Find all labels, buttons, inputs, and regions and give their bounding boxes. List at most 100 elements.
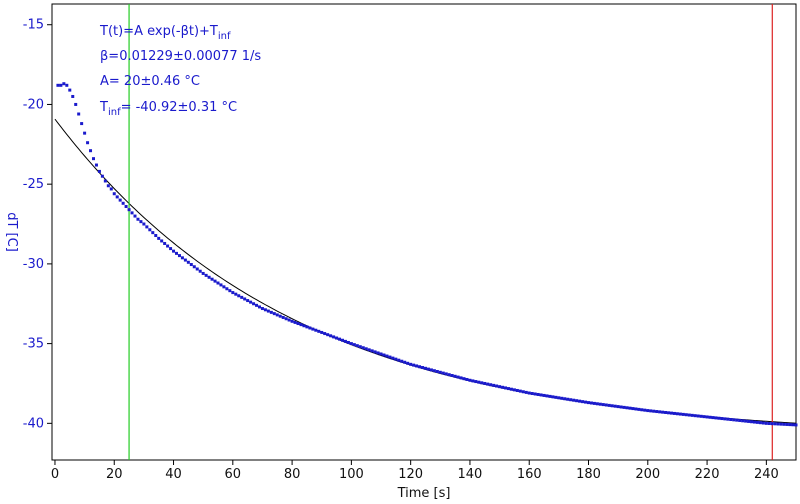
data-point — [655, 410, 659, 414]
data-point — [204, 273, 208, 277]
x-tick-label: 120 — [398, 467, 423, 482]
data-point — [607, 403, 611, 407]
data-point — [527, 391, 531, 395]
data-point — [80, 122, 84, 126]
data-point — [584, 400, 588, 404]
x-tick-label: 200 — [635, 467, 660, 482]
data-point — [477, 380, 481, 384]
data-point — [195, 267, 199, 271]
data-point — [133, 214, 137, 218]
data-point — [699, 414, 703, 418]
data-point — [613, 404, 617, 408]
x-axis-label: Time [s] — [397, 486, 451, 501]
data-point — [631, 407, 635, 411]
data-point — [311, 327, 315, 331]
data-point — [400, 359, 404, 363]
data-point — [228, 289, 232, 293]
data-point — [335, 336, 339, 340]
data-point — [338, 337, 342, 341]
data-point — [352, 343, 356, 347]
data-point — [764, 421, 768, 425]
data-point — [249, 300, 253, 304]
annotations: T(t)=A exp(-βt)+Tinf β=0.01229±0.00077 1/… — [99, 24, 261, 118]
data-point — [554, 395, 558, 399]
data-point — [708, 415, 712, 419]
data-point — [521, 390, 525, 394]
data-point — [103, 179, 107, 183]
data-point — [661, 410, 665, 414]
data-point — [332, 335, 336, 339]
data-point — [714, 416, 718, 420]
data-point — [406, 361, 410, 365]
data-point — [240, 295, 244, 299]
x-tick-label: 220 — [695, 467, 720, 482]
data-point — [628, 406, 632, 410]
data-point — [317, 329, 321, 333]
data-point — [299, 323, 303, 327]
data-point — [59, 83, 63, 87]
data-point — [652, 409, 656, 413]
data-point — [711, 416, 715, 420]
data-point — [693, 414, 697, 418]
data-point — [252, 302, 256, 306]
data-point — [379, 352, 383, 356]
data-point — [130, 211, 134, 215]
data-point — [166, 244, 170, 248]
data-point — [776, 422, 780, 426]
data-point — [403, 360, 407, 364]
data-point — [423, 366, 427, 370]
data-point — [326, 333, 330, 337]
data-point — [501, 385, 505, 389]
data-point — [83, 131, 87, 135]
data-point — [587, 401, 591, 405]
data-point — [675, 412, 679, 416]
data-point — [646, 409, 650, 413]
data-point — [649, 409, 653, 413]
data-point — [65, 83, 69, 87]
data-point — [305, 325, 309, 329]
data-point — [290, 319, 294, 323]
data-point — [272, 312, 276, 316]
data-point — [115, 195, 119, 199]
annotation-line: β=0.01229±0.00077 1/s — [100, 49, 261, 64]
data-point — [625, 406, 629, 410]
data-point — [382, 353, 386, 357]
annotation-line: A= 20±0.46 °C — [100, 74, 200, 89]
data-point — [779, 422, 783, 426]
data-point — [139, 220, 143, 224]
x-tick-label: 140 — [458, 467, 483, 482]
data-point — [788, 423, 792, 427]
data-point — [640, 408, 644, 412]
data-point — [278, 314, 282, 318]
data-point — [358, 345, 362, 349]
data-point — [548, 394, 552, 398]
data-point — [581, 400, 585, 404]
data-point — [174, 251, 178, 255]
x-tick-label: 20 — [106, 467, 123, 482]
data-point — [151, 231, 155, 235]
data-point — [142, 222, 146, 226]
data-point — [726, 417, 730, 421]
data-point — [160, 239, 164, 243]
data-point — [121, 201, 125, 205]
y-axis-label: dT [C] — [4, 212, 19, 252]
data-point — [681, 412, 685, 416]
data-point — [373, 350, 377, 354]
data-point — [634, 407, 638, 411]
data-point — [483, 381, 487, 385]
data-point — [678, 412, 682, 416]
data-point — [536, 392, 540, 396]
data-point — [539, 393, 543, 397]
data-point — [557, 396, 561, 400]
data-point — [243, 297, 247, 301]
plot-area — [51, 3, 797, 461]
data-point — [127, 208, 131, 212]
data-point — [329, 334, 333, 338]
data-point — [314, 328, 318, 332]
data-point — [343, 339, 347, 343]
data-point — [770, 422, 774, 426]
data-point — [462, 377, 466, 381]
data-point — [744, 419, 748, 423]
x-tick-label: 80 — [284, 467, 301, 482]
